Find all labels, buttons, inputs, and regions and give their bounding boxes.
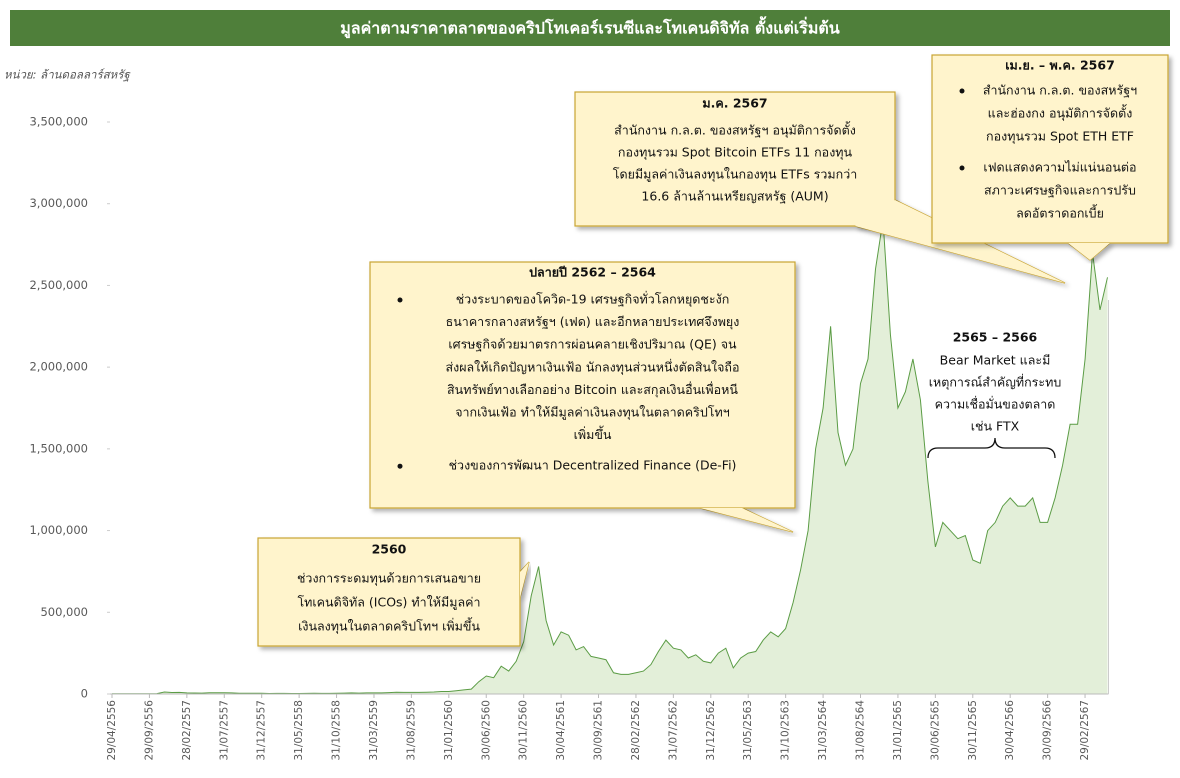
annotation-line: Bear Market และมี [940,353,1051,368]
annotation-line: ความเชื่อมั่นของตลาด [935,396,1056,412]
annotation-line: เพิ่มขึ้น [574,425,612,442]
x-tick-label: 29/02/2567 [1079,700,1091,761]
x-tick-label: 29/04/2556 [106,700,118,761]
annotation-line: โดยมีมูลค่าเงินลงทุนในกองทุน ETFs รวมกว่… [613,167,858,183]
x-tick-label: 31/12/2562 [705,700,717,761]
x-tick-label: 31/07/2562 [667,700,679,761]
annotation: ปลายปี 2562 – 2564 ช่วงระบาดของโควิด-19 เ… [369,261,796,533]
annotation: 2565 – 2566 Bear Market และมีเหตุการณ์สำค… [927,330,1062,459]
x-tick-label: 30/09/2561 [593,700,605,761]
y-tick-label: 0 [81,687,88,701]
unit-label: หน่วย: ล้านดอลลาร์สหรัฐ [4,68,131,82]
bullet [959,88,965,94]
x-tick-label: 31/08/2559 [405,700,417,761]
x-tick-label: 31/07/2557 [218,700,230,761]
x-tick-label: 31/12/2557 [256,700,268,761]
x-tick-label: 30/11/2560 [518,700,530,761]
annotation-title: เม.ย. – พ.ค. 2567 [1005,58,1115,73]
x-tick-label: 28/02/2557 [181,700,193,761]
line [112,220,1108,695]
bullet [959,165,965,171]
annotation-line: ส่งผลให้เกิดปัญหาเงินเฟ้อ นักลงทุนส่วนหน… [445,358,739,375]
annotation: 2560 ช่วงการระดมทุนด้วยการเสนอขายโทเคนดิจ… [257,537,530,647]
annotation-line: ช่วงของการพัฒนา Decentralized Finance (D… [449,458,737,473]
x-tick-label: 28/02/2562 [630,700,642,761]
annotation-line: เฟดแสดงความไม่แน่นอนต่อ [983,160,1136,175]
annotation-line: จากเงินเฟ้อ ทำให้มีมูลค่าเงินลงทุนในตลาด… [455,405,730,421]
annotation-line: สำนักงาน ก.ล.ต. ของสหรัฐฯ [983,83,1137,98]
callout-box [931,54,1169,244]
annotation-line: เช่น FTX [971,419,1020,434]
annotation-line: สินทรัพย์ทางเลือกอย่าง Bitcoin และสกุลเง… [447,381,738,398]
y-tick-label: 2,000,000 [29,360,88,374]
annotation-line: 16.6 ล้านล้านเหรียญสหรัฐ (AUM) [641,189,828,204]
annotation-line: เหตุการณ์สำคัญที่กระทบ [929,374,1062,391]
annotation-title: 2560 [372,542,407,557]
annotation-title: 2565 – 2566 [953,330,1038,345]
x-tick-label: 30/04/2566 [1004,700,1016,761]
annotation: เม.ย. – พ.ค. 2567 สำนักงาน ก.ล.ต. ของสหรั… [931,54,1169,261]
annotation-line: สภาวะเศรษฐกิจและการปรับ [984,183,1136,198]
x-tick-label: 29/09/2556 [143,700,155,761]
y-tick-label: 2,500,000 [29,278,88,292]
y-tick-label: 500,000 [40,605,88,619]
annotation-line: เศรษฐกิจด้วยมาตรการผ่อนคลายเชิงปริมาณ (Q… [448,337,737,352]
callout-box [369,261,796,509]
callout-tail-fill [1068,243,1110,260]
x-tick-label: 31/03/2559 [368,700,380,761]
y-tick-label: 3,500,000 [29,115,88,129]
y-tick-label: 1,000,000 [29,523,88,537]
annotation-line: ช่วงระบาดของโควิด-19 เศรษฐกิจทั่วโลกหยุด… [456,291,730,308]
x-tick-label: 31/05/2558 [293,700,305,761]
x-tick-label: 31/03/2564 [817,700,829,761]
callout-box [257,537,521,647]
y-tick-label: 3,000,000 [29,196,88,210]
annotation-line: และฮ่องกง อนุมัติการจัดตั้ง [988,104,1133,122]
callout-box [574,91,896,227]
annotation-line: ธนาคารกลางสหรัฐฯ (เฟด) และอีกหลายประเทศจ… [446,314,740,330]
callout-tail-fill [700,508,793,532]
x-tick-label: 31/10/2558 [331,700,343,761]
annotation-line: กองทุนรวม Spot ETH ETF [986,129,1134,145]
annotation-line: ช่วงการระดมทุนด้วยการเสนอขาย [297,571,481,587]
annotation-title: ม.ค. 2567 [702,96,767,111]
x-tick-label: 30/11/2565 [967,700,979,761]
bullet [397,463,403,469]
x-tick-label: 30/09/2566 [1042,700,1054,761]
annotation-line: โทเคนดิจิทัล (ICOs) ทำให้มีมูลค่า [297,595,480,611]
chart-title: มูลค่าตามราคาตลาดของคริปโทเคอร์เรนซีและโ… [340,16,840,40]
callout-tail-fill [520,562,529,598]
annotation-line: ลดอัตราดอกเบี้ย [1016,204,1104,221]
area [112,220,1108,694]
x-tick-label: 30/06/2560 [480,700,492,761]
annotation-line: เงินลงทุนในตลาดคริปโทฯ เพิ่มขึ้น [298,617,480,635]
x-tick-label: 31/01/2565 [892,700,904,761]
x-tick-label: 31/10/2563 [780,700,792,761]
brace [927,437,1056,459]
annotation-line: กองทุนรวม Spot Bitcoin ETFs 11 กองทุน [618,145,853,161]
x-tick-label: 30/04/2561 [555,700,567,761]
x-tick-label: 31/08/2564 [855,700,867,761]
bullet [397,297,403,303]
annotation-line: สำนักงาน ก.ล.ต. ของสหรัฐฯ อนุมัติการจัดต… [614,121,856,139]
x-tick-label: 30/06/2565 [929,700,941,761]
x-tick-label: 31/01/2560 [443,700,455,761]
x-tick-label: 31/05/2563 [742,700,754,761]
y-tick-label: 1,500,000 [29,441,88,455]
annotation-title: ปลายปี 2562 – 2564 [529,265,656,280]
title-bar [10,10,1170,46]
